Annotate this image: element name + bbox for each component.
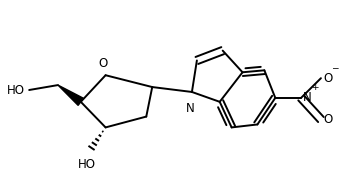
Text: N: N	[303, 91, 312, 104]
Text: N: N	[186, 102, 194, 115]
Polygon shape	[58, 85, 83, 105]
Text: +: +	[311, 83, 318, 92]
Text: −: −	[331, 63, 339, 72]
Text: HO: HO	[78, 158, 96, 171]
Text: O: O	[323, 72, 332, 85]
Text: O: O	[323, 113, 332, 126]
Text: O: O	[98, 57, 107, 70]
Text: HO: HO	[7, 84, 25, 96]
